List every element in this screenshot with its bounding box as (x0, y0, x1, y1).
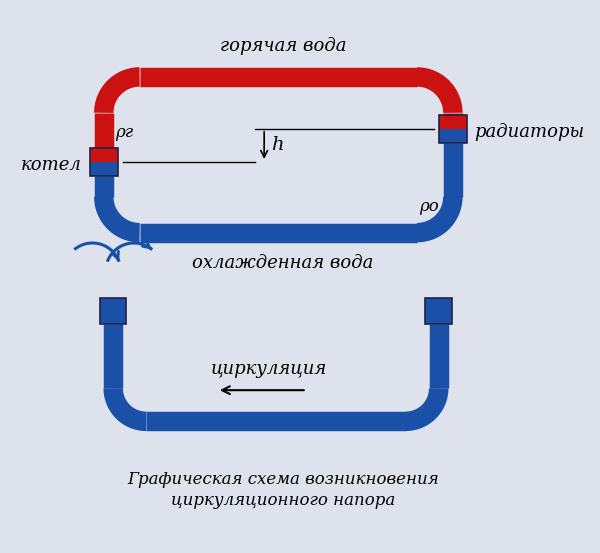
Bar (439, 114, 467, 129)
Text: котел: котел (21, 156, 82, 174)
Bar (425, 298, 452, 324)
Text: охлажденная вода: охлажденная вода (193, 254, 374, 272)
Text: циркуляционного напора: циркуляционного напора (171, 492, 395, 509)
Text: Графическая схема возникновения: Графическая схема возникновения (127, 471, 439, 488)
Text: h: h (271, 137, 283, 154)
Text: ρо: ρо (419, 198, 439, 215)
Text: циркуляция: циркуляция (211, 361, 327, 378)
Bar (439, 129, 467, 143)
Bar (89, 148, 118, 162)
Bar (89, 162, 118, 176)
Bar (100, 298, 127, 324)
Text: горячая вода: горячая вода (220, 37, 346, 55)
Bar (439, 114, 467, 143)
Text: ρг: ρг (115, 124, 133, 141)
Bar (89, 148, 118, 176)
Text: радиаторы: радиаторы (475, 123, 584, 140)
